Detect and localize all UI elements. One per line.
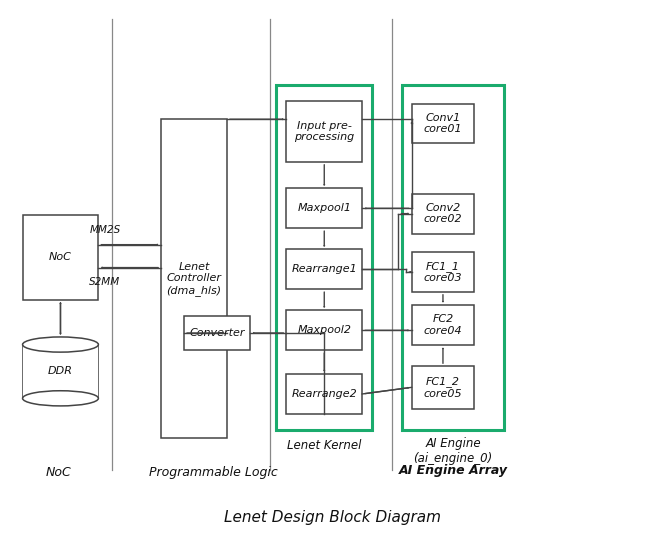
Bar: [161, 120, 227, 438]
Bar: [412, 366, 474, 408]
Text: Conv2
core02: Conv2 core02: [424, 203, 462, 225]
Text: NoC: NoC: [46, 466, 72, 479]
Text: MM2S: MM2S: [89, 225, 120, 235]
Text: Converter: Converter: [190, 328, 245, 338]
Text: NoC: NoC: [49, 252, 72, 263]
Bar: [277, 85, 372, 430]
Bar: [287, 374, 362, 414]
Text: Conv1
core01: Conv1 core01: [424, 113, 462, 134]
Ellipse shape: [23, 337, 98, 352]
Bar: [287, 249, 362, 289]
Text: Maxpool2: Maxpool2: [297, 325, 351, 336]
Bar: [412, 103, 474, 143]
Text: Lenet Design Block Diagram: Lenet Design Block Diagram: [224, 510, 441, 525]
Text: Lenet
Controller
(dma_hls): Lenet Controller (dma_hls): [166, 262, 221, 296]
Bar: [287, 101, 362, 162]
Text: Rearrange2: Rearrange2: [291, 389, 357, 399]
Text: S2MM: S2MM: [89, 277, 120, 287]
Text: FC2
core04: FC2 core04: [424, 314, 462, 336]
Text: FC1_2
core05: FC1_2 core05: [424, 376, 462, 399]
Bar: [287, 310, 362, 350]
Ellipse shape: [23, 391, 98, 406]
Bar: [412, 252, 474, 292]
Text: DDR: DDR: [48, 367, 73, 376]
Bar: [23, 215, 98, 300]
Text: Input pre-
processing: Input pre- processing: [294, 121, 354, 142]
Text: AI Engine Array: AI Engine Array: [399, 464, 507, 477]
Bar: [402, 85, 504, 430]
Text: Rearrange1: Rearrange1: [291, 264, 357, 274]
Bar: [412, 193, 474, 234]
Text: Programmable Logic: Programmable Logic: [150, 466, 278, 479]
Text: FC1_1
core03: FC1_1 core03: [424, 260, 462, 283]
Text: Maxpool1: Maxpool1: [297, 203, 351, 213]
Text: AI Engine
(ai_engine_0): AI Engine (ai_engine_0): [414, 437, 493, 465]
Text: Lenet Kernel: Lenet Kernel: [287, 439, 361, 452]
Bar: [23, 345, 98, 398]
Bar: [287, 189, 362, 228]
Bar: [412, 305, 474, 345]
Bar: [184, 316, 250, 350]
